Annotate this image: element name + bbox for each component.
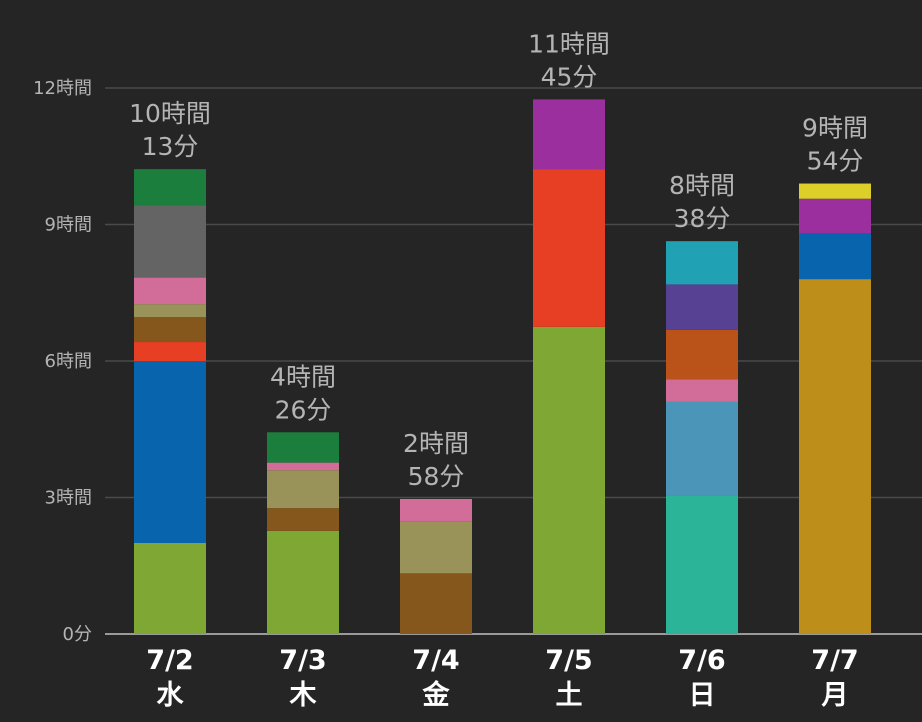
bar-total-minutes-label: 54分 [807, 147, 864, 176]
bar-total-hours-label: 2時間 [403, 429, 469, 458]
bar-segment [134, 277, 206, 305]
bar-segment [666, 284, 738, 330]
bar-segment [267, 470, 339, 509]
x-category-date-label: 7/6 [678, 645, 725, 676]
x-category-weekday-label: 日 [689, 680, 716, 711]
y-tick-label: 3時間 [45, 488, 92, 509]
bar-total-minutes-label: 38分 [674, 204, 731, 233]
bar-total-hours-label: 11時間 [528, 29, 610, 58]
bar-total-minutes-label: 26分 [275, 395, 332, 424]
bar-segment [666, 379, 738, 402]
x-category-weekday-label: 木 [289, 680, 317, 711]
bar-segment [267, 530, 339, 634]
bar-total-hours-label: 10時間 [129, 99, 211, 128]
bar-segment [533, 169, 605, 327]
x-category-date-label: 7/7 [811, 645, 858, 676]
bar-segment [134, 205, 206, 278]
bar-segment [666, 401, 738, 496]
bar-segment [666, 329, 738, 380]
x-category-date-label: 7/2 [146, 645, 193, 676]
bar-stack [533, 99, 605, 634]
bar-segment [134, 317, 206, 343]
bar-segment [666, 241, 738, 285]
bar-stack [267, 432, 339, 634]
bar-segment [267, 432, 339, 463]
bar-total-minutes-label: 13分 [142, 132, 199, 161]
bar-segment [799, 183, 871, 199]
x-category-date-label: 7/3 [279, 645, 326, 676]
x-category-date-label: 7/4 [412, 645, 459, 676]
bar-segment [267, 462, 339, 471]
bar-segment [267, 508, 339, 531]
bar-segment [666, 495, 738, 634]
bar-stack [400, 499, 472, 634]
labels-layer: 0分 3時間 6時間 9時間 12時間 10時間 13分 7/2 水 4時間 26分 7/3 木 2時間 5… [33, 29, 868, 711]
bar-segment [134, 169, 206, 206]
bar-total-minutes-label: 58分 [408, 462, 465, 491]
bar-segment [134, 543, 206, 634]
bar-segment [799, 279, 871, 634]
grid-layer [105, 87, 922, 635]
y-tick-label: 12時間 [33, 78, 92, 99]
y-tick-label: 9時間 [45, 215, 92, 236]
x-category-weekday-label: 水 [157, 680, 185, 711]
y-tick-label: 6時間 [45, 351, 92, 372]
bar-segment [134, 304, 206, 318]
bar-total-hours-label: 9時間 [802, 114, 868, 143]
bar-segment [134, 342, 206, 361]
bar-segment [799, 233, 871, 280]
bar-stack [799, 183, 871, 634]
bar-segment [799, 198, 871, 234]
bar-total-hours-label: 4時間 [270, 362, 336, 391]
x-category-weekday-label: 金 [422, 679, 451, 711]
bars-layer [134, 99, 871, 634]
bar-segment [533, 326, 605, 634]
bar-segment [134, 361, 206, 543]
bar-stack [666, 241, 738, 634]
bar-segment [400, 521, 472, 574]
x-category-weekday-label: 月 [821, 680, 849, 711]
bar-segment [533, 99, 605, 170]
x-category-weekday-label: 土 [556, 680, 583, 711]
bar-segment [400, 573, 472, 634]
bar-total-hours-label: 8時間 [669, 171, 735, 200]
y-tick-label: 0分 [63, 624, 92, 645]
bar-segment [400, 499, 472, 522]
bar-total-minutes-label: 45分 [541, 62, 598, 91]
bar-stack [134, 169, 206, 634]
x-category-date-label: 7/5 [545, 645, 592, 676]
